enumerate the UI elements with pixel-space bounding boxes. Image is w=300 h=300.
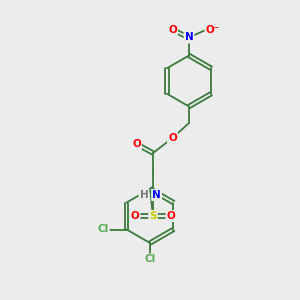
Text: O: O xyxy=(168,133,177,143)
Text: O: O xyxy=(132,139,141,149)
Text: O: O xyxy=(168,25,177,35)
Text: N: N xyxy=(152,190,161,200)
Text: S: S xyxy=(149,211,157,221)
Text: O⁻: O⁻ xyxy=(206,25,220,35)
Text: Cl: Cl xyxy=(144,254,156,265)
Text: Cl: Cl xyxy=(98,224,109,235)
Text: N: N xyxy=(184,32,194,43)
Text: O: O xyxy=(130,211,140,221)
Text: O: O xyxy=(167,211,176,221)
Text: H: H xyxy=(140,190,148,200)
